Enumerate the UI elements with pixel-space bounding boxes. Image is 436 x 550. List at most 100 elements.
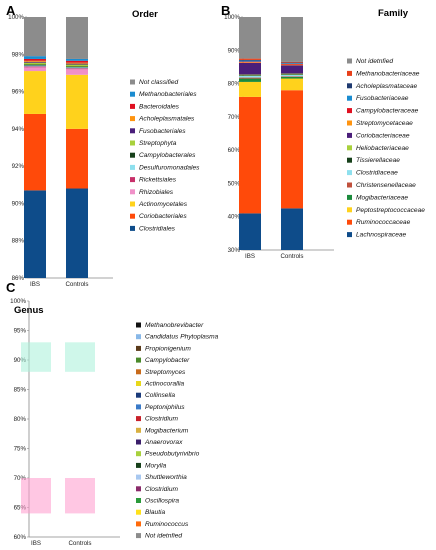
order-legend-swatch-desulfuromonadales [130,164,135,170]
family-legend-swatch-clostridiaceae [347,170,352,176]
genus-legend-swatch-actinocorallia [136,381,141,386]
order-legend-swatch-actinomycetales [130,201,135,207]
order-bar-controls-actinomycetales [66,74,88,129]
genus-y-tick-label: 75% [14,446,27,453]
family-legend-label-methanobacteriaceae: Methanobacteriaceae [356,70,420,77]
genus-legend-label-ruminococcus: Ruminococcus [145,521,189,528]
genus-legend-swatch-shuttleworthia [136,474,141,480]
panel-title-family: Family [378,8,409,19]
order-legend-label-clostridiales: Clostridiales [139,225,176,232]
order-legend-label-rickettsiales: Rickettsiales [139,177,177,184]
family-legend-label-not-idetnfied: Not idetnfied [356,58,393,65]
family-bar-controls-heliobacteriaceae [281,73,303,75]
family-bar-controls-streptomycetaceae [281,64,303,66]
order-legend-label-methanobacteriales: Methanobacteriales [139,91,197,98]
family-legend-label-christensenellaceae: Christensenellaceae [356,182,416,189]
panel-letter-c: C [6,280,16,295]
genus-legend-swatch-clostridium [136,486,141,492]
genus-legend-label-clostridium: Clostridium [145,416,178,423]
order-legend-swatch-fusobacteriales [130,128,135,134]
family-legend-swatch-fusobacteriaceae [347,95,352,101]
family-category-label-controls: Controls [280,253,303,260]
family-bar-controls-fusobacteriaceae [281,63,303,64]
family-bar-ibs-streptomycetaceae [239,62,261,63]
order-y-tick-label: 86% [12,275,25,282]
family-bar-controls-campylobacteraceae [281,63,303,65]
genus-legend-label-anaerovorax: Anaerovorax [144,439,183,446]
family-legend-label-tissierellaceae: Tissierellaceae [356,157,400,164]
order-legend-label-bacteroidales: Bacteroidales [139,103,180,110]
panel-family: B Family 30% 40% 50% 60% 70% 80% 90% 100% IBS Con… [221,3,425,260]
order-y-tick-label: 96% [12,89,25,96]
family-y-tick-label: 70% [228,114,241,121]
order-legend-swatch-rhizobiales [130,189,135,195]
genus-legend-label-clostridium: Clostridium [145,486,178,493]
genus-legend-swatch-streptomyces [136,369,141,375]
order-legend-swatch-rickettsiales [130,177,135,183]
genus-y-tick-label: 100% [10,298,26,305]
order-y-tick-label: 92% [12,163,25,170]
family-bar-ibs-methanobacteriaceae [239,58,261,60]
genus-legend-label-pseudobutyrivibrio: Pseudobutyrivibrio [145,451,200,458]
family-legend-swatch-tissierellaceae [347,157,352,163]
order-legend-swatch-acholeplasmatales [130,116,135,122]
order-bar-ibs-methanobacteriales [24,56,46,59]
order-category-label-ibs: IBS [30,281,40,288]
genus-legend-label-actinocorallia: Actinocorallia [144,381,185,388]
order-bar-controls-desulfuromonadales [66,67,88,69]
genus-legend-label-collinsella: Collinsella [145,392,175,399]
genus-legend-swatch-blautia [136,509,141,515]
family-legend-swatch-heliobacteriaceae [347,145,352,151]
order-legend-label-not-classified: Not classified [139,79,179,86]
family-legend-label-clostridiaceae: Clostridiaceae [356,170,398,177]
genus-legend-label-candidatus-phytoplasma: Candidatus Phytoplasma [145,334,219,341]
panel-letter-a: A [6,3,16,18]
family-bar-ibs-campylobacteraceae [239,61,261,63]
genus-y-tick-label: 85% [14,387,27,394]
genus-legend-label-peptoniphilus: Peptoniphilus [145,404,185,411]
order-y-tick-label: 100% [8,14,24,21]
genus-legend-swatch-ruminococcus [136,521,141,527]
order-legend-swatch-streptophyta [130,140,135,146]
family-bar-controls-peptostreptococcaceae [281,78,303,91]
order-bar-controls-rickettsiales [66,68,88,70]
genus-legend-swatch-mogibacterium [136,427,141,433]
genus-y-tick-label: 95% [14,328,27,335]
order-bar-ibs-rhizobiales [24,67,46,72]
order-y-tick-label: 90% [12,200,25,207]
genus-legend-label-shuttleworthia: Shuttleworthia [145,474,187,481]
order-legend-swatch-coriobacteriales [130,213,135,219]
order-bar-controls-bacteroidales [66,60,88,63]
genus-y-tick-label: 80% [14,416,27,423]
order-bar-ibs-not-classified [24,17,46,57]
order-bar-ibs-campylobacterales [24,64,46,66]
genus-highlight-band [65,478,95,514]
order-legend-label-acholeplasmatales: Acholeplasmatales [138,116,195,123]
genus-highlight-band [21,342,51,372]
family-legend-label-fusobacteriaceae: Fusobacteriaceae [356,95,409,102]
family-legend-swatch-ruminococcaceae [347,219,352,225]
order-legend-swatch-not-classified [130,79,135,85]
family-bar-ibs-fusobacteriaceae [239,60,261,62]
order-bar-ibs-clostridiales [24,190,46,278]
family-legend-label-mogibacteriaceae: Mogibacteriaceae [356,194,408,201]
genus-legend-label-not-idetnfied: Not idetnfied [145,533,182,540]
family-legend-swatch-not-idetnfied [347,58,352,64]
family-y-tick-label: 40% [228,214,241,221]
genus-legend-label-mogibacterium: Mogibacterium [145,427,189,434]
family-legend-swatch-acholeplasmataceae [347,83,352,89]
family-y-tick-label: 50% [228,180,241,187]
genus-legend-label-campylobacter: Campylobacter [145,357,190,364]
order-category-label-controls: Controls [65,281,88,288]
family-legend-label-heliobacteriaceae: Heliobacteriaceae [356,145,409,152]
genus-y-tick-label: 65% [14,505,27,512]
family-bar-controls-clostridiaceae [281,74,303,77]
order-legend-swatch-clostridiales [130,225,135,231]
genus-legend-swatch-methanobrevibacter [136,322,141,328]
genus-legend-swatch-peptoniphilus [136,404,141,410]
family-bar-ibs-heliobacteriaceae [239,74,261,76]
family-y-tick-label: 60% [228,147,241,154]
family-legend-label-coriobacteriaceae: Coriobacteriaceae [356,132,410,139]
order-bar-controls-campylobacterales [66,66,88,68]
